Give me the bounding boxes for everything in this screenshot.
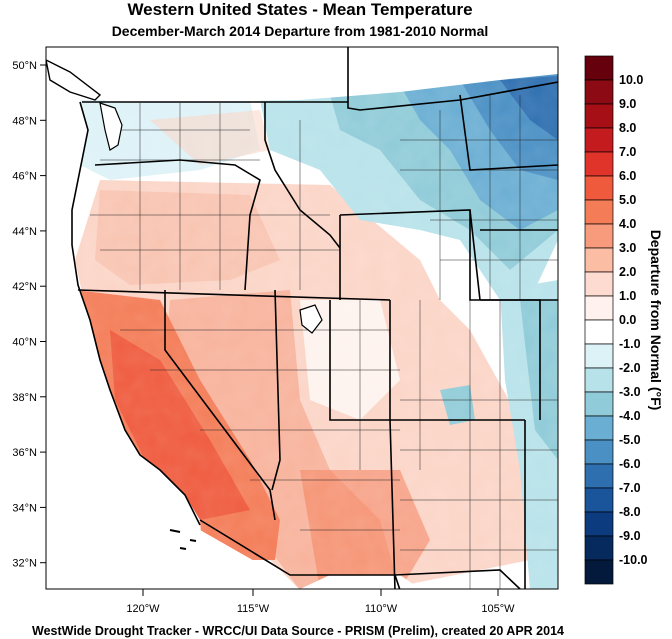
colorbar-swatch <box>584 439 614 465</box>
map-area <box>46 47 558 589</box>
longitude-label: 110°W <box>365 603 398 615</box>
latitude-label: 34°N <box>12 502 37 514</box>
map-frame <box>45 46 559 590</box>
colorbar-label: 6.0 <box>619 169 636 183</box>
great-salt-lake <box>299 304 323 334</box>
colorbar-swatch <box>584 559 614 585</box>
map-title: Western United States - Mean Temperature <box>127 0 473 19</box>
longitude-label: 115°W <box>237 603 270 615</box>
longitude-label: 105°W <box>481 603 515 615</box>
colorbar-label: 4.0 <box>619 217 636 231</box>
latitude-label: 32°N <box>12 558 37 570</box>
colorbar-swatch <box>584 535 614 561</box>
colorbar-label: -1.0 <box>619 337 641 351</box>
colorbar-swatch <box>584 367 614 393</box>
colorbar-swatch <box>584 127 614 153</box>
colorbar-label: -9.0 <box>619 529 641 543</box>
colorbar-label: -5.0 <box>619 433 641 447</box>
longitude-axis: 120°W 115°W 110°W 105°W <box>126 589 515 615</box>
colorbar-swatch <box>584 343 614 369</box>
county-boundaries <box>90 95 558 589</box>
colorbar-label: 1.0 <box>619 289 636 303</box>
footer-credit: WestWide Drought Tracker - WRCC/UI Data … <box>32 624 564 638</box>
colorbar-swatch <box>584 295 614 321</box>
colorbar-label: 2.0 <box>619 265 636 279</box>
state-boundaries <box>77 47 558 589</box>
colorbar-swatch <box>584 391 614 417</box>
colorbar-swatch <box>584 463 614 489</box>
colorbar-label: -8.0 <box>619 505 641 519</box>
latitude-label: 40°N <box>12 337 37 349</box>
colorbar-swatch <box>584 55 614 81</box>
colorbar-swatch <box>584 415 614 441</box>
colorbar-label: -7.0 <box>619 481 641 495</box>
colorbar-swatch <box>584 151 614 177</box>
colorbar-label: -2.0 <box>619 361 641 375</box>
latitude-label: 36°N <box>12 447 37 459</box>
map-figure: 50°N 48°N 46°N 44°N 42°N 40°N 38°N 36°N 34°N 32°N… <box>12 46 648 615</box>
colorbar-label: 9.0 <box>619 97 636 111</box>
mexico-region <box>46 530 300 589</box>
colorbar-swatch <box>584 247 614 273</box>
colorbar-label: 7.0 <box>619 145 636 159</box>
latitude-label: 48°N <box>12 115 37 127</box>
canada-region <box>46 47 558 103</box>
colorbar-label: -4.0 <box>619 409 641 423</box>
colorbar-swatch <box>584 319 614 345</box>
colorbar-label: -10.0 <box>619 553 648 567</box>
colorbar-label: 0.0 <box>619 313 636 327</box>
vancouver-island <box>46 59 102 101</box>
longitude-label: 120°W <box>126 603 160 615</box>
latitude-label: 50°N <box>12 60 37 72</box>
coastline <box>71 101 201 526</box>
latitude-label: 44°N <box>12 226 37 238</box>
colorbar-swatch <box>584 79 614 105</box>
latitude-axis: 50°N 48°N 46°N 44°N 42°N 40°N 38°N 36°N 34°N 32°N <box>12 60 46 570</box>
temperature-field <box>46 47 558 589</box>
colorbar-swatch <box>584 511 614 537</box>
latitude-label: 46°N <box>12 171 37 183</box>
colorbar-title: Departure from Normal (°F) <box>648 229 664 411</box>
colorbar-swatch <box>584 199 614 225</box>
colorbar-swatch <box>584 487 614 513</box>
colorbar-label: -6.0 <box>619 457 641 471</box>
colorbar-label: 5.0 <box>619 193 636 207</box>
pacific-ocean <box>46 47 205 589</box>
latitude-label: 42°N <box>12 281 37 293</box>
colorbar-label: 8.0 <box>619 121 636 135</box>
colorbar-legend: 10.0 9.0 8.0 7.0 6.0 5.0 4.0 3.0 2.0 1.0 0.0 -1.0 -2… <box>584 55 648 585</box>
latitude-label: 38°N <box>12 392 37 404</box>
puget-sound <box>99 102 123 151</box>
colorbar-swatch <box>584 103 614 129</box>
map-subtitle: December-March 2014 Departure from 1981-… <box>111 23 489 39</box>
colorbar-label: 10.0 <box>619 73 643 87</box>
colorbar-swatch <box>584 223 614 249</box>
colorbar-swatch <box>584 271 614 297</box>
colorbar-label: -3.0 <box>619 385 641 399</box>
channel-islands <box>169 529 197 550</box>
colorbar-label: 3.0 <box>619 241 636 255</box>
colorbar-swatch <box>584 175 614 201</box>
